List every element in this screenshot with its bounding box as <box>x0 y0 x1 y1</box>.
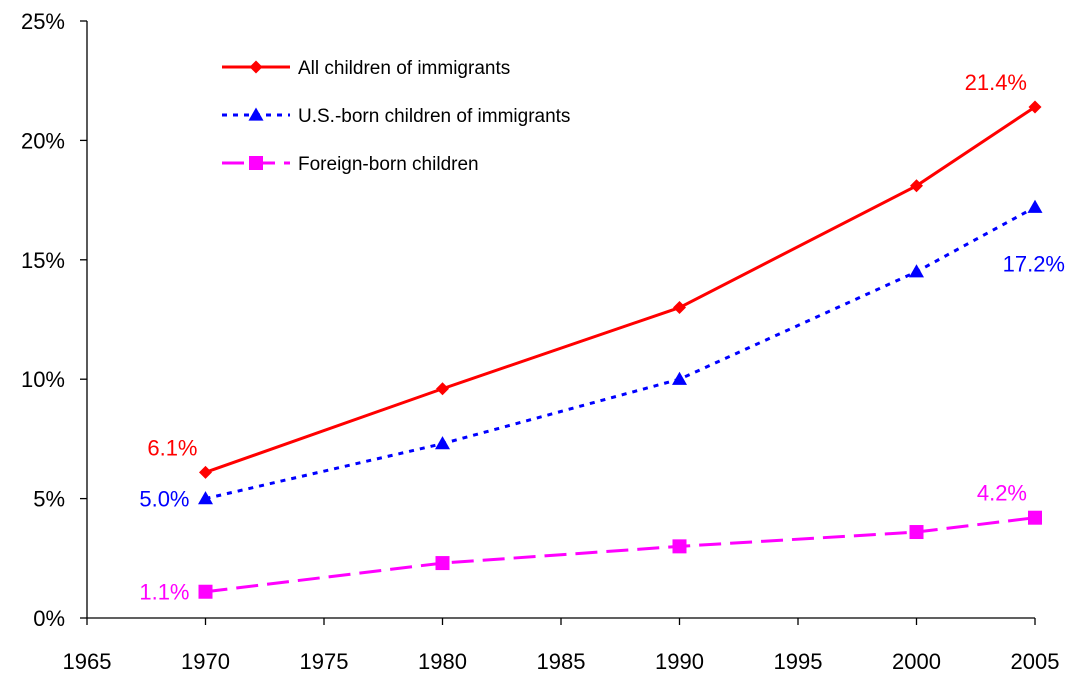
legend-label: Foreign-born children <box>298 154 479 175</box>
data-point <box>435 436 450 450</box>
legend: All children of immigrants U.S.-born chil… <box>222 58 570 175</box>
data-point <box>435 556 450 571</box>
x-tick-label: 1990 <box>655 649 704 673</box>
y-tick-label: 5% <box>33 487 65 512</box>
x-tick-label: 1965 <box>63 649 112 673</box>
x-tick-label: 1970 <box>181 649 230 673</box>
legend-label: All children of immigrants <box>298 58 510 79</box>
series-2 <box>198 510 1042 599</box>
x-tick-label: 1975 <box>300 649 349 673</box>
legend-marker <box>249 156 263 170</box>
data-label: 17.2% <box>1003 251 1065 276</box>
data-point <box>672 539 687 554</box>
series-line <box>205 205 1036 501</box>
legend-item-0: All children of immigrants <box>222 58 510 79</box>
legend-marker <box>249 60 263 74</box>
legend-item-1: U.S.-born children of immigrants <box>222 106 570 127</box>
x-tick-label: 1995 <box>774 649 823 673</box>
y-tick-label: 20% <box>21 128 65 153</box>
axes: 0% 5% 10% 15% 20% 25% 1965 1970 1975 1980 1985 1990… <box>21 9 1060 673</box>
data-label: 21.4% <box>965 70 1027 95</box>
data-point <box>1028 100 1042 114</box>
y-tick-label: 10% <box>21 367 65 392</box>
data-point <box>198 491 213 505</box>
data-point <box>436 382 449 396</box>
data-point <box>1027 199 1043 213</box>
data-point <box>910 179 923 193</box>
y-tick-label: 15% <box>21 248 65 273</box>
data-label: 6.1% <box>147 435 197 460</box>
legend-item-2: Foreign-born children <box>222 154 479 175</box>
data-label: 4.2% <box>977 481 1027 506</box>
data-point <box>909 525 924 540</box>
data-labels: 6.1% 21.4% 5.0% 17.2% 1.1% 4.2% <box>139 70 1065 605</box>
data-point <box>1028 510 1042 525</box>
data-label: 1.1% <box>139 580 189 605</box>
data-label: 5.0% <box>139 487 189 512</box>
data-point <box>909 264 924 278</box>
series-1 <box>198 199 1043 505</box>
y-tick-label: 0% <box>33 606 65 631</box>
data-point <box>673 301 686 315</box>
x-tick-label: 2005 <box>1011 649 1060 673</box>
x-tick-label: 2000 <box>892 649 941 673</box>
series-0 <box>199 100 1042 479</box>
legend-marker <box>248 107 264 121</box>
y-tick-label: 25% <box>21 9 65 34</box>
x-tick-label: 1985 <box>537 649 586 673</box>
x-tick-label: 1980 <box>418 649 467 673</box>
series-layer <box>198 100 1043 599</box>
data-point <box>198 584 213 599</box>
data-point <box>199 465 212 479</box>
legend-label: U.S.-born children of immigrants <box>298 106 570 127</box>
data-point <box>672 371 687 385</box>
